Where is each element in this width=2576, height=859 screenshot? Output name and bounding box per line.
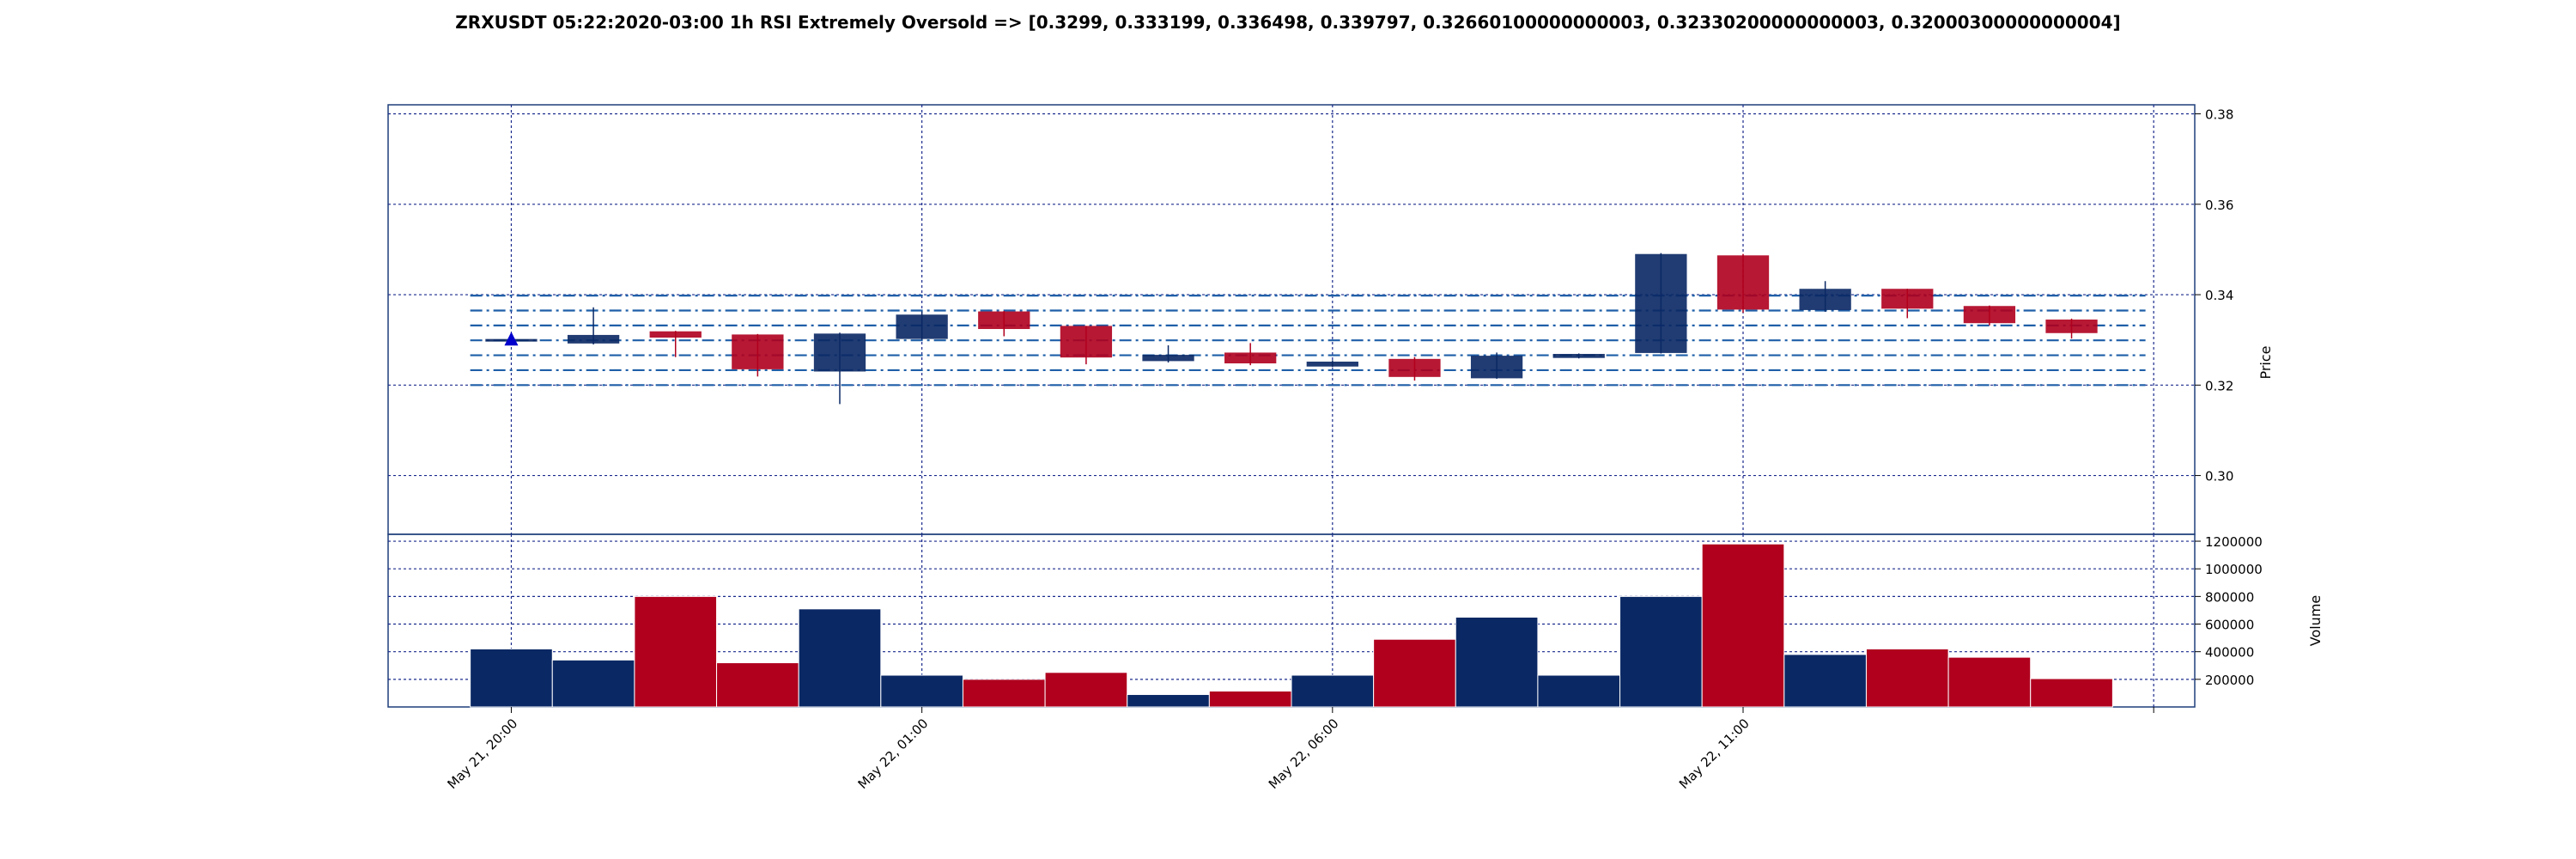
volume-bar bbox=[551, 659, 635, 708]
candle-body bbox=[567, 334, 620, 344]
price-tick-label: 0.38 bbox=[2205, 107, 2233, 123]
volume-tick-label: 600000 bbox=[2205, 618, 2254, 633]
candle-body bbox=[1552, 354, 1605, 358]
volume-bar bbox=[1291, 674, 1375, 708]
volume-tick-label: 800000 bbox=[2205, 589, 2254, 605]
candle-body bbox=[1470, 356, 1523, 379]
volume-bar bbox=[1619, 595, 1703, 708]
volume-bar bbox=[1208, 691, 1292, 708]
candle-body bbox=[813, 333, 866, 372]
volume-bar bbox=[1865, 648, 1949, 708]
candle-body bbox=[1142, 355, 1194, 362]
volume-bar bbox=[798, 608, 882, 708]
candle-body bbox=[1306, 361, 1358, 367]
volume-bar bbox=[634, 595, 718, 708]
candle-body bbox=[1635, 253, 1687, 353]
volume-bar bbox=[962, 679, 1046, 708]
x-tick-label: May 22, 11:00 bbox=[1676, 716, 1753, 792]
volume-bar bbox=[716, 662, 799, 708]
volume-tick-label: 400000 bbox=[2205, 645, 2254, 661]
volume-bar bbox=[1373, 638, 1456, 708]
price-axis-label: Price bbox=[2257, 345, 2274, 379]
price-panel-frame bbox=[387, 104, 2196, 535]
volume-bar bbox=[470, 648, 553, 708]
volume-tick-label: 200000 bbox=[2205, 673, 2254, 688]
x-tick-label: May 22, 01:00 bbox=[855, 716, 932, 792]
price-tick-label: 0.30 bbox=[2205, 469, 2233, 484]
candle-body bbox=[2045, 320, 2098, 333]
x-tick-label: May 22, 06:00 bbox=[1266, 716, 1342, 792]
price-tick-label: 0.34 bbox=[2205, 288, 2233, 303]
candle-body bbox=[978, 311, 1030, 330]
price-panel: 0.30 0.32 0.34 0.36 0.38 Price bbox=[387, 104, 2274, 535]
volume-axis-label: Volume bbox=[2307, 595, 2324, 647]
volume-bar bbox=[1783, 654, 1867, 708]
volume-bar bbox=[1701, 543, 1785, 708]
candle-body bbox=[1224, 352, 1277, 364]
chart-title: ZRXUSDT 05:22:2020-03:00 1h RSI Extremel… bbox=[455, 12, 2121, 33]
price-tick-label: 0.36 bbox=[2205, 198, 2233, 213]
candle-body bbox=[649, 331, 702, 338]
signal-marker-icon bbox=[504, 332, 519, 346]
volume-tick-label: 1000000 bbox=[2205, 562, 2263, 577]
x-axis: May 21, 20:00 May 22, 01:00 May 22, 06:00 M… bbox=[444, 707, 2154, 792]
volume-bar bbox=[1044, 672, 1128, 708]
x-tick-label: May 21, 20:00 bbox=[444, 716, 520, 792]
price-tick-label: 0.32 bbox=[2205, 378, 2233, 393]
candle-body bbox=[732, 334, 784, 369]
volume-bar bbox=[880, 674, 963, 708]
volume-tick-label: 1200000 bbox=[2205, 534, 2263, 550]
volume-bar bbox=[1537, 674, 1621, 708]
volume-bar bbox=[1455, 616, 1539, 708]
candle-body bbox=[1388, 358, 1441, 377]
candle-body bbox=[1881, 289, 1934, 309]
candle-body bbox=[1060, 326, 1113, 358]
candle-body bbox=[1963, 306, 2016, 324]
candle-body bbox=[1799, 289, 1851, 310]
volume-bar bbox=[2030, 678, 2113, 708]
candle-body bbox=[896, 314, 948, 339]
candle-body bbox=[1716, 255, 1770, 310]
volume-bar bbox=[1127, 694, 1210, 708]
volume-panel: 200000 400000 600000 800000 1000000 1200000 Vo… bbox=[387, 533, 2324, 708]
volume-bar bbox=[1947, 656, 2032, 708]
